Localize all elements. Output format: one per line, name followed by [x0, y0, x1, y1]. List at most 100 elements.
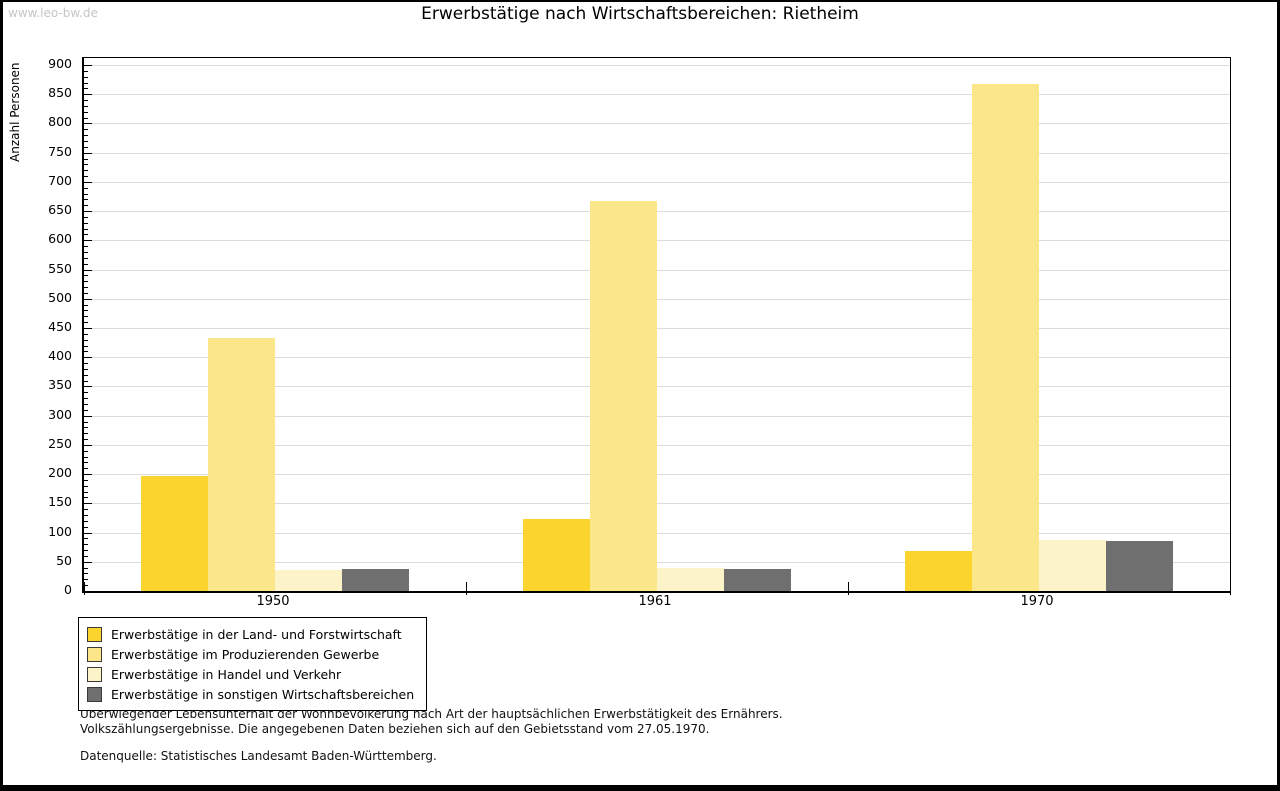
- gridline: [84, 561, 1230, 563]
- y-minor-tick: [84, 550, 88, 552]
- y-major-tick: [84, 152, 92, 154]
- y-minor-tick: [84, 479, 88, 481]
- y-tick-label: 550: [48, 260, 72, 276]
- y-minor-tick: [84, 193, 88, 195]
- plot-area: [82, 57, 1231, 595]
- y-minor-tick: [84, 403, 88, 405]
- y-axis-tick-labels: 0 50 100 150 200 250 300 350 400 450 500 550 600 650 7…: [0, 56, 72, 597]
- bar-1950-series3: [275, 570, 342, 591]
- y-minor-tick: [84, 158, 88, 160]
- gridline: [84, 211, 1230, 213]
- bar-1970-series3: [1039, 540, 1106, 591]
- y-tick-label: 650: [48, 202, 72, 218]
- y-minor-tick: [84, 421, 88, 423]
- y-minor-tick: [84, 450, 88, 452]
- y-major-tick: [84, 444, 92, 446]
- y-minor-tick: [84, 491, 88, 493]
- y-minor-tick: [84, 322, 88, 324]
- y-minor-tick: [84, 222, 88, 224]
- gridline: [84, 123, 1230, 125]
- y-major-tick: [84, 386, 92, 388]
- bar-1950-series1: [141, 476, 208, 591]
- y-major-tick: [84, 181, 92, 183]
- y-minor-tick: [84, 164, 88, 166]
- chart-title: Erwerbstätige nach Wirtschaftsbereichen:…: [421, 4, 859, 24]
- gridline: [84, 328, 1230, 329]
- legend-swatch: [87, 646, 102, 662]
- gridline: [84, 386, 1230, 388]
- y-minor-tick: [84, 287, 88, 289]
- x-axis-tick-labels: 1950 1961 1970: [82, 594, 1228, 612]
- y-minor-tick: [84, 275, 88, 277]
- y-tick-label: 750: [48, 143, 72, 159]
- y-tick-label: 150: [48, 494, 72, 510]
- legend-swatch: [87, 666, 102, 682]
- y-major-tick: [84, 561, 92, 563]
- watermark: www.leo-bw.de: [8, 6, 98, 20]
- legend-label: Erwerbstätige in Handel und Verkehr: [111, 666, 342, 682]
- y-tick-label: 800: [48, 114, 72, 130]
- y-minor-tick: [84, 515, 88, 517]
- y-minor-tick: [84, 246, 88, 248]
- y-tick-label: 500: [48, 289, 72, 305]
- y-minor-tick: [84, 567, 88, 569]
- x-boundary-tick: [848, 582, 849, 595]
- y-minor-tick: [84, 427, 88, 429]
- legend-swatch: [87, 626, 102, 642]
- legend-label: Erwerbstätige in sonstigen Wirtschaftsbe…: [111, 686, 415, 702]
- gridline: [84, 152, 1230, 154]
- x-axis-label: 1970: [1020, 594, 1054, 609]
- y-major-tick: [84, 269, 92, 271]
- x-axis-label: 1950: [256, 594, 290, 609]
- y-major-tick: [84, 357, 92, 359]
- bar-1970-series4: [1106, 541, 1173, 591]
- y-minor-tick: [84, 257, 88, 259]
- legend-item: Erwerbstätige in der Land- und Forstwirt…: [87, 624, 414, 644]
- gridline: [84, 415, 1230, 417]
- gridline: [84, 94, 1230, 96]
- y-minor-tick: [84, 509, 88, 511]
- x-axis-label: 1961: [638, 594, 672, 609]
- y-minor-tick: [84, 538, 88, 540]
- gridline: [84, 444, 1230, 446]
- legend: Erwerbstätige in der Land- und Forstwirt…: [78, 617, 428, 711]
- y-minor-tick: [84, 468, 88, 470]
- y-minor-tick: [84, 310, 88, 312]
- y-minor-tick: [84, 111, 88, 113]
- y-minor-tick: [84, 526, 88, 528]
- y-major-tick: [84, 123, 92, 125]
- y-minor-tick: [84, 263, 88, 265]
- y-minor-tick: [84, 316, 88, 318]
- legend-item: Erwerbstätige in sonstigen Wirtschaftsbe…: [87, 684, 414, 704]
- gridline: [84, 298, 1230, 300]
- y-minor-tick: [84, 176, 88, 178]
- legend-label: Erwerbstätige in der Land- und Forstwirt…: [111, 626, 402, 642]
- y-minor-tick: [84, 252, 88, 254]
- y-minor-tick: [84, 456, 88, 458]
- y-minor-tick: [84, 351, 88, 353]
- y-minor-tick: [84, 140, 88, 142]
- y-minor-tick: [84, 187, 88, 189]
- x-boundary-tick: [466, 582, 467, 595]
- y-minor-tick: [84, 76, 88, 78]
- legend-label: Erwerbstätige im Produzierenden Gewerbe: [111, 646, 380, 662]
- footer-notes: Überwiegender Lebensunterhalt der Wohnbe…: [80, 707, 783, 764]
- y-minor-tick: [84, 544, 88, 546]
- y-minor-tick: [84, 433, 88, 435]
- y-minor-tick: [84, 409, 88, 411]
- y-major-tick: [84, 503, 92, 505]
- y-major-tick: [84, 328, 92, 329]
- y-minor-tick: [84, 462, 88, 464]
- y-major-tick: [84, 298, 92, 300]
- y-tick-label: 900: [48, 56, 72, 71]
- bar-1950-series2: [208, 338, 275, 591]
- legend-item: Erwerbstätige im Produzierenden Gewerbe: [87, 644, 414, 664]
- y-minor-tick: [84, 146, 88, 148]
- gridline: [84, 65, 1230, 66]
- y-minor-tick: [84, 170, 88, 172]
- footer-line: Volkszählungsergebnisse. Die angegebenen…: [80, 721, 710, 736]
- y-minor-tick: [84, 380, 88, 382]
- bar-1950-series4: [342, 569, 409, 591]
- y-tick-label: 100: [48, 523, 72, 539]
